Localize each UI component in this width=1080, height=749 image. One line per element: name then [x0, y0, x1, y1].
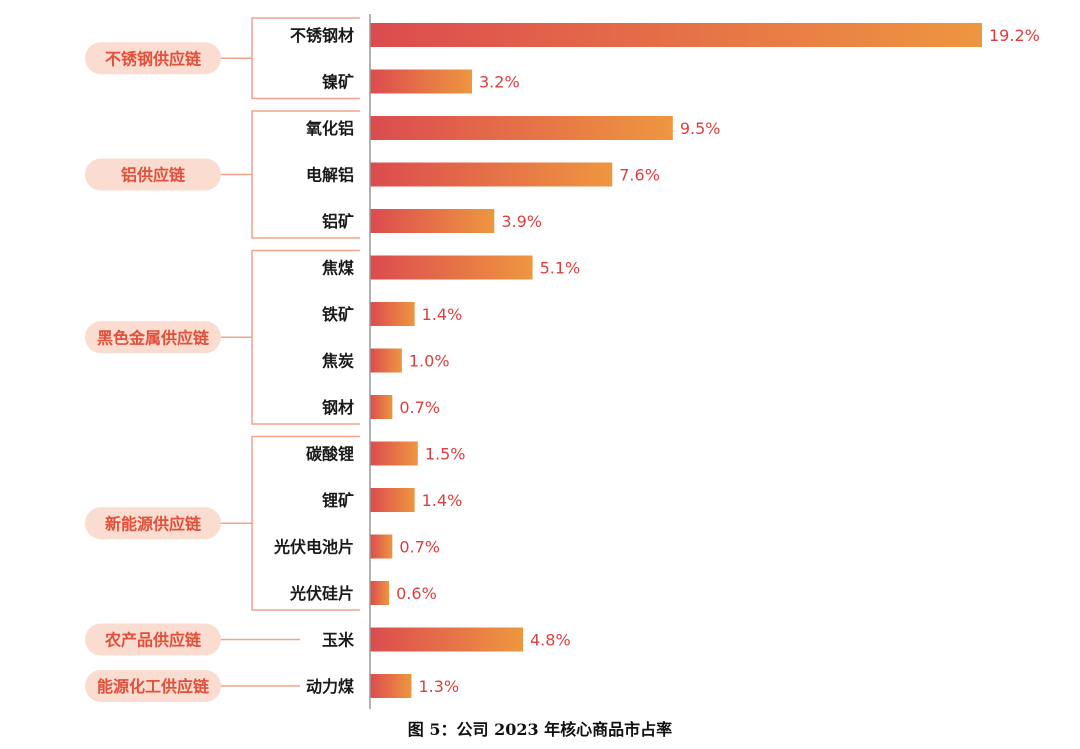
- bar-电解铝: [370, 162, 613, 187]
- value-label: 3.2%: [479, 73, 520, 92]
- category-label: 镍矿: [322, 73, 354, 92]
- bar-镍矿: [370, 69, 472, 94]
- bar-钢材: [370, 395, 393, 419]
- group-pill: [85, 670, 221, 702]
- value-label: 3.9%: [501, 212, 542, 231]
- group-label: 铝供应链: [121, 166, 186, 185]
- bar-玉米: [370, 627, 523, 652]
- bar-光伏硅片: [370, 581, 390, 605]
- group-label: 新能源供应链: [105, 514, 202, 533]
- group-pill: [85, 507, 221, 540]
- bar-动力煤: [370, 674, 412, 698]
- bar-焦煤: [370, 255, 533, 280]
- value-label: 5.1%: [540, 259, 581, 278]
- category-label: 不锈钢材: [290, 26, 354, 45]
- bar-氧化铝: [370, 116, 673, 140]
- value-label: 9.5%: [680, 119, 721, 138]
- bar-锂矿: [370, 488, 415, 512]
- category-label: 铁矿: [322, 305, 354, 324]
- value-label: 0.6%: [396, 584, 437, 603]
- group-label: 黑色金属供应链: [97, 328, 210, 347]
- category-label: 钢材: [322, 398, 354, 417]
- category-label: 铝矿: [322, 212, 354, 231]
- value-label: 1.5%: [425, 445, 466, 464]
- bar-碳酸锂: [370, 441, 418, 466]
- group-label: 能源化工供应链: [97, 677, 210, 696]
- bar-铁矿: [370, 302, 415, 326]
- category-label: 电解铝: [306, 166, 354, 185]
- group-pill: [85, 42, 221, 75]
- value-label: 1.4%: [422, 491, 463, 510]
- category-label: 光伏硅片: [289, 584, 354, 603]
- value-label: 7.6%: [619, 166, 660, 185]
- category-label: 氧化铝: [305, 119, 354, 138]
- category-label: 玉米: [322, 631, 355, 650]
- value-label: 1.0%: [409, 352, 450, 371]
- value-label: 1.4%: [422, 305, 463, 324]
- bar-焦炭: [370, 348, 402, 373]
- bar-铝矿: [370, 209, 495, 233]
- category-label: 光伏电池片: [273, 538, 354, 557]
- bar-光伏电池片: [370, 534, 393, 559]
- category-label: 动力煤: [306, 677, 354, 696]
- bar-不锈钢材: [370, 23, 982, 47]
- value-label: 1.3%: [418, 677, 459, 696]
- group-pill: [85, 321, 221, 354]
- group-label: 农产品供应链: [104, 631, 202, 650]
- value-label: 0.7%: [399, 538, 440, 557]
- category-label: 锂矿: [322, 491, 354, 510]
- category-label: 焦炭: [321, 352, 354, 371]
- value-label: 4.8%: [530, 631, 571, 650]
- group-pill: [85, 623, 221, 656]
- figure-caption: 图 5：公司 2023 年核心商品市占率: [407, 720, 673, 739]
- value-label: 0.7%: [399, 398, 440, 417]
- group-label: 不锈钢供应链: [105, 49, 202, 68]
- category-label: 碳酸锂: [306, 445, 354, 464]
- group-pill: [85, 158, 221, 191]
- value-label: 19.2%: [989, 26, 1040, 45]
- category-label: 焦煤: [321, 259, 354, 278]
